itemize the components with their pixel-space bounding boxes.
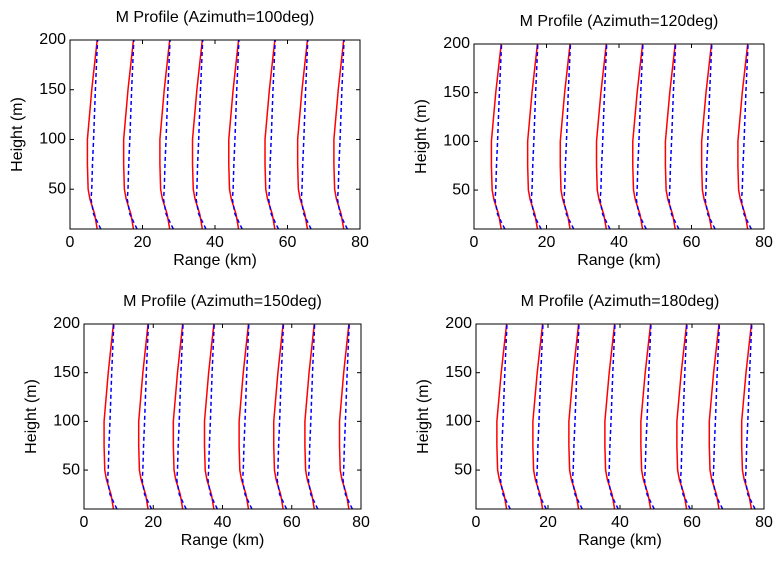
plot-area: [70, 40, 360, 229]
chart-title: M Profile (Azimuth=120deg): [520, 13, 719, 30]
profile-line: [238, 323, 250, 510]
profile-line: [106, 323, 118, 510]
x-axis-label: Range (km): [173, 252, 257, 269]
x-tick-label: 60: [683, 514, 701, 531]
x-tick-label: 20: [538, 234, 556, 251]
x-tick-label: 80: [755, 514, 773, 531]
x-tick-label: 40: [206, 234, 224, 251]
profile-line: [172, 323, 184, 510]
y-tick-label: 50: [454, 461, 472, 478]
profile-line: [228, 39, 240, 230]
x-tick-label: 0: [66, 234, 75, 251]
profile-line: [122, 39, 135, 230]
x-tick-label: 0: [470, 234, 479, 251]
profile-line: [676, 323, 688, 510]
y-axis-label: Height (m): [9, 97, 26, 172]
profile-line: [604, 323, 616, 510]
profile-line: [342, 323, 354, 510]
profile-line: [103, 323, 115, 510]
x-tick-label: 40: [214, 514, 232, 531]
y-tick-label: 100: [39, 131, 66, 148]
y-tick-label: 200: [39, 31, 66, 48]
x-tick-label: 60: [283, 514, 301, 531]
y-tick-label: 50: [62, 461, 80, 478]
profile-line: [700, 43, 713, 230]
y-tick-label: 100: [53, 413, 80, 430]
profile-line: [708, 323, 720, 510]
profile-line: [141, 323, 153, 510]
x-tick-label: 60: [683, 234, 701, 251]
plot-area: [84, 324, 361, 509]
y-tick-label: 100: [443, 133, 470, 150]
y-tick-label: 150: [445, 364, 472, 381]
profile-line: [496, 323, 508, 510]
profile-line: [664, 43, 676, 230]
profile-line: [640, 323, 652, 510]
y-tick-label: 200: [445, 315, 472, 332]
profile-line: [632, 43, 644, 230]
x-tick-label: 0: [80, 514, 89, 531]
profile-line: [595, 43, 608, 230]
x-axis-label: Range (km): [577, 252, 661, 269]
x-tick-label: 60: [279, 234, 297, 251]
y-axis-label: Height (m): [415, 379, 432, 454]
x-tick-label: 20: [144, 514, 162, 531]
y-axis-label: Height (m): [23, 379, 40, 454]
profile-line: [333, 39, 345, 230]
profile-line: [568, 323, 580, 510]
y-axis-label: Height (m): [413, 99, 430, 174]
plot-area: [474, 44, 764, 229]
y-tick-label: 50: [452, 181, 470, 198]
profile-line: [532, 323, 544, 510]
profile-line: [490, 43, 502, 230]
chart-title: M Profile (Azimuth=150deg): [123, 293, 322, 310]
y-tick-label: 100: [445, 413, 472, 430]
chart-title: M Profile (Azimuth=100deg): [116, 9, 315, 26]
profile-line: [526, 43, 539, 230]
x-axis-label: Range (km): [181, 532, 265, 549]
profile-line: [304, 323, 316, 510]
profile-line: [86, 39, 98, 230]
x-tick-label: 20: [134, 234, 152, 251]
profile-line: [307, 323, 319, 510]
plot-area: [476, 324, 764, 509]
profile-line: [191, 39, 204, 230]
x-tick-label: 80: [351, 234, 369, 251]
profile-line: [559, 43, 571, 230]
y-tick-label: 150: [39, 81, 66, 98]
profile-line: [338, 323, 350, 510]
profile-line: [273, 323, 284, 510]
chart-title: M Profile (Azimuth=180deg): [521, 293, 720, 310]
y-tick-label: 150: [443, 84, 470, 101]
profile-line: [276, 323, 288, 510]
profile-line: [737, 43, 749, 230]
x-tick-label: 80: [755, 234, 773, 251]
x-tick-label: 20: [539, 514, 557, 531]
x-axis-label: Range (km): [578, 532, 662, 549]
x-tick-label: 40: [610, 234, 628, 251]
profile-line: [176, 323, 187, 510]
profile-line: [203, 323, 215, 510]
profile-line: [207, 323, 218, 510]
y-tick-label: 200: [443, 35, 470, 52]
profile-line: [241, 323, 253, 510]
x-tick-label: 40: [611, 514, 629, 531]
profile-line: [137, 323, 149, 510]
x-tick-label: 80: [352, 514, 370, 531]
profile-line: [159, 39, 171, 230]
profile-line: [740, 323, 753, 510]
x-tick-label: 0: [472, 514, 481, 531]
y-tick-label: 50: [48, 180, 66, 197]
profile-line: [264, 39, 276, 230]
profile-line: [296, 39, 309, 230]
y-tick-label: 200: [53, 315, 80, 332]
y-tick-label: 150: [53, 364, 80, 381]
